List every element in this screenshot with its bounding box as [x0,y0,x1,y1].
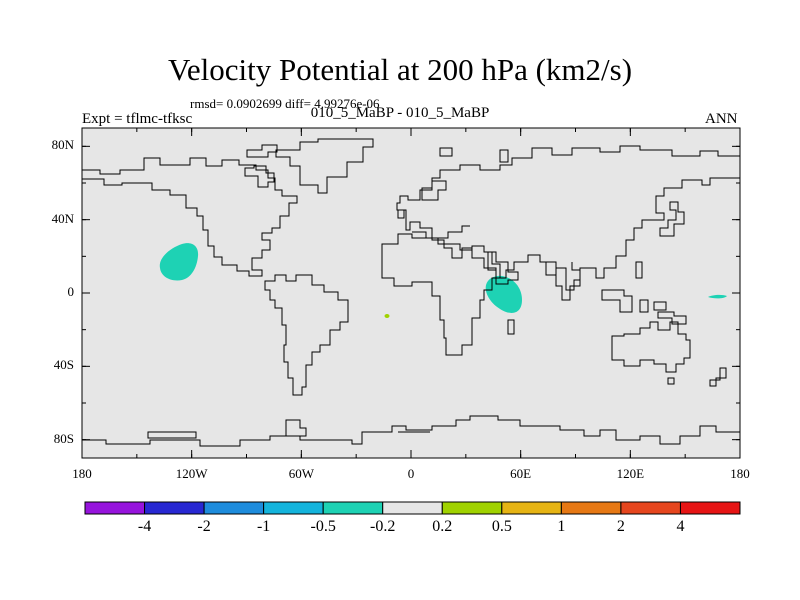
colorbar-label: 1 [557,518,566,535]
colorbar-label: -2 [197,518,211,535]
lat-label: 80N [51,137,74,153]
colorbar-label: -1 [256,518,271,535]
anomaly-eastern-pacific-negative [159,243,199,281]
coastline-africa [381,233,501,356]
coastline-british-isles [397,209,405,219]
anomaly-fills [159,243,727,318]
plot-title: Velocity Potential at 200 hPa (km2/s) [167,52,633,87]
lat-label: 0 [67,284,75,299]
coastline-new-guinea [657,311,687,325]
coastline-indonesia [601,289,667,313]
colorbar-label: -4 [137,518,152,535]
colorbar-swatch [679,501,741,515]
lon-label: 60W [288,466,314,481]
colorbar-label: 0.2 [432,518,453,535]
colorbar-label: 2 [616,518,625,535]
coastline-ross-shelf [147,431,197,439]
rmsd-diff-stats: rmsd= 0.0902699 diff= 4.99276e-06 [190,96,380,111]
colorbar-swatch [441,501,503,515]
coastline-tasmania [667,377,675,385]
anomaly-western-pacific-negative [708,294,727,299]
colorbar-label: 0.5 [491,518,512,535]
lat-label: 40S [53,357,74,373]
coastline-antarctic-peninsula [285,419,307,437]
experiment-label: Expt = tflmc-tfksc [82,111,193,127]
colorbar-swatch [84,501,146,515]
map-background [82,128,740,458]
anomaly-atlantic-positive [384,314,390,318]
colorbar-swatch [263,501,324,515]
colorbar-swatch [501,501,562,515]
anomaly-indian-ocean-negative [485,275,522,313]
coastline-scandinavia [421,180,447,201]
colorbar-label: 4 [676,518,685,535]
coastline-novaya-zemlya [499,149,509,163]
lon-label: 180 [72,466,92,481]
colorbar-swatch [620,501,681,515]
coastline-south-america [264,274,349,396]
coastline-japan [659,201,685,237]
colorbar-swatch [203,501,265,515]
coastline-mediterranean [412,225,470,239]
coastline-antarctica [82,415,740,447]
axis-ticks [81,128,741,458]
coastline-philippines [635,261,643,279]
colorbar-swatch [144,501,205,515]
colorbar-label: -0.2 [370,518,396,535]
coastline-india [540,261,581,301]
coastline-madagascar [507,319,515,335]
coastline-baffin-island [244,165,275,188]
lon-label: 60E [510,466,532,481]
lon-label: 120E [616,466,645,481]
colorbar-swatch [382,501,443,515]
coastline-north-america [82,157,298,277]
coastlines [82,138,741,447]
coastline-greenland [275,138,374,194]
lon-label: 0 [407,466,415,481]
coastline-eurasia [396,145,741,291]
coastline-svalbard [439,147,453,157]
coastline-arctic-islands [246,144,278,158]
lon-label: 180 [730,466,750,481]
season-label: ANN [705,111,738,127]
coastline-new-zealand [709,367,727,387]
colorbar-swatch [322,501,384,515]
colorbar [84,501,741,515]
coastline-arabia [487,251,519,285]
case-comparison-label: 010_5_MaBP - 010_5_MaBP [310,105,490,121]
lat-label: 40N [51,210,74,226]
colorbar-label: -0.5 [310,518,336,535]
lon-label: 120W [175,466,208,481]
lat-label: 80S [53,430,74,446]
colorbar-swatch [560,501,622,515]
coastline-australia [611,321,691,373]
